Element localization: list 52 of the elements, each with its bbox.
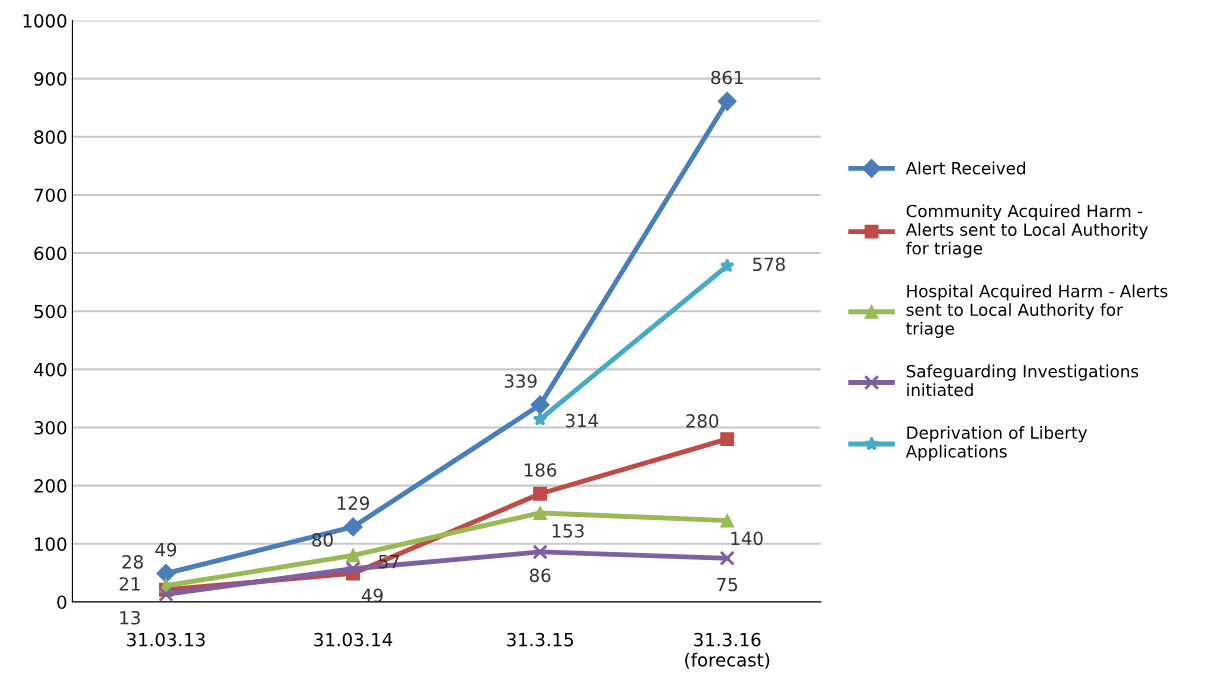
point bbox=[719, 550, 735, 566]
point bbox=[532, 544, 548, 560]
point bbox=[343, 517, 363, 537]
point bbox=[346, 548, 360, 563]
y-tick-label: 700 bbox=[34, 188, 67, 203]
point bbox=[533, 506, 548, 520]
point bbox=[532, 411, 548, 426]
y-tick-label: 600 bbox=[34, 246, 67, 261]
data-label: 186 bbox=[524, 463, 557, 477]
y-tick-label: 100 bbox=[35, 537, 67, 551]
x-tick-label: 31.03.13 bbox=[127, 632, 205, 647]
legend-label: Safeguarding Investigations initiated bbox=[906, 364, 1139, 397]
point bbox=[156, 563, 176, 583]
y-tick-label: 200 bbox=[34, 479, 67, 493]
x-tick-label: 31.3.16 (forecast) bbox=[685, 632, 770, 669]
data-label: 80 bbox=[312, 533, 333, 547]
y-tick-label: 500 bbox=[34, 304, 67, 319]
data-label: 57 bbox=[379, 555, 400, 569]
data-label: 28 bbox=[122, 555, 143, 569]
x-tick-label: 31.03.14 bbox=[314, 632, 393, 647]
legend-label: Alert Received bbox=[905, 161, 1026, 175]
data-label: 86 bbox=[529, 568, 551, 583]
data-label: 339 bbox=[504, 374, 537, 388]
point bbox=[158, 586, 174, 602]
data-label: 578 bbox=[753, 257, 785, 272]
point bbox=[533, 486, 548, 501]
y-tick-label: 900 bbox=[34, 72, 67, 86]
data-label: 21 bbox=[119, 577, 140, 591]
data-label: 129 bbox=[337, 496, 370, 510]
y-tick-label: 800 bbox=[34, 130, 67, 144]
point bbox=[719, 258, 735, 273]
point bbox=[345, 561, 361, 577]
legend-label: Community Acquired Harm - Alerts sent to Local Authority for triage bbox=[905, 204, 1148, 258]
point bbox=[720, 432, 735, 447]
data-label: 140 bbox=[731, 531, 763, 546]
data-label: 49 bbox=[155, 542, 177, 557]
point bbox=[717, 91, 737, 111]
point bbox=[720, 513, 735, 528]
y-tick-label: 1000 bbox=[23, 13, 67, 28]
y-tick-label: 400 bbox=[33, 362, 67, 377]
data-label: 314 bbox=[565, 413, 599, 428]
y-tick-label: 300 bbox=[34, 420, 67, 435]
data-label: 75 bbox=[717, 577, 738, 592]
data-label: 153 bbox=[552, 523, 584, 538]
legend-label: Deprivation of Liberty Applications bbox=[905, 426, 1088, 461]
y-tick-label: 0 bbox=[57, 595, 67, 610]
legend-label: Hospital Acquired Harm - Alerts sent to Local Authority for triage bbox=[906, 284, 1168, 338]
x-tick-label: 31.3.15 bbox=[507, 632, 574, 647]
data-label: 861 bbox=[711, 70, 743, 85]
data-label: 280 bbox=[686, 414, 719, 428]
point bbox=[530, 395, 550, 415]
data-label: 13 bbox=[120, 610, 140, 625]
